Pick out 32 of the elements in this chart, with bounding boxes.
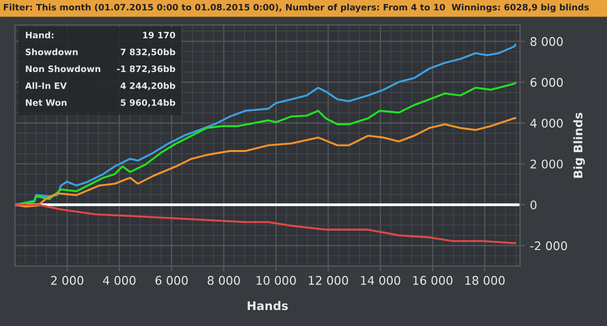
chart-title: Filter: This month (01.07.2015 0:00 to 01.08.2015 0:00), Number of players: From 4 to 10 Winnings: 6028,9 big blinds	[4, 4, 589, 12]
x-axis-title: Hands	[248, 301, 288, 310]
line-series	[15, 82, 516, 206]
x-tick-label: 2 000	[51, 276, 84, 285]
annotation: 5 960,14bb	[120, 99, 176, 107]
annotation: Showdown	[26, 48, 78, 56]
annotation: Non Showdown	[26, 65, 100, 72]
x-tick-label: 4 000	[103, 276, 136, 285]
annotation: 4 244,20bb	[120, 82, 176, 90]
x-tick-label: 6 000	[156, 276, 188, 285]
y-tick-label: 2 000	[530, 160, 563, 169]
annotation: 19 170	[143, 32, 176, 38]
y-tick-label: 0	[530, 200, 536, 210]
y-axis-title: Big Blinds	[573, 112, 585, 178]
annotation: Hand:	[26, 32, 54, 38]
line-series	[15, 204, 516, 244]
annotation: All-In EV	[25, 82, 67, 89]
x-tick-label: 10 000	[256, 276, 296, 285]
x-tick-label: 18 000	[465, 276, 505, 285]
y-tick-label: 8 000	[530, 37, 563, 46]
x-tick-label: 8 000	[208, 276, 240, 285]
x-tick-label: 16 000	[413, 276, 452, 285]
y-tick-label: 6 000	[530, 78, 563, 87]
line-series	[15, 44, 516, 206]
x-tick-label: 14 000	[361, 276, 400, 285]
line-series	[15, 117, 516, 208]
annotation: Net Won	[26, 99, 66, 106]
y-tick-label: 4 000	[530, 118, 563, 128]
annotation: 7 832,50bb	[120, 48, 176, 56]
y-tick-label: -2 000	[530, 241, 567, 250]
annotation: -1 872,36bb	[117, 65, 176, 74]
x-tick-label: 12 000	[308, 276, 348, 285]
